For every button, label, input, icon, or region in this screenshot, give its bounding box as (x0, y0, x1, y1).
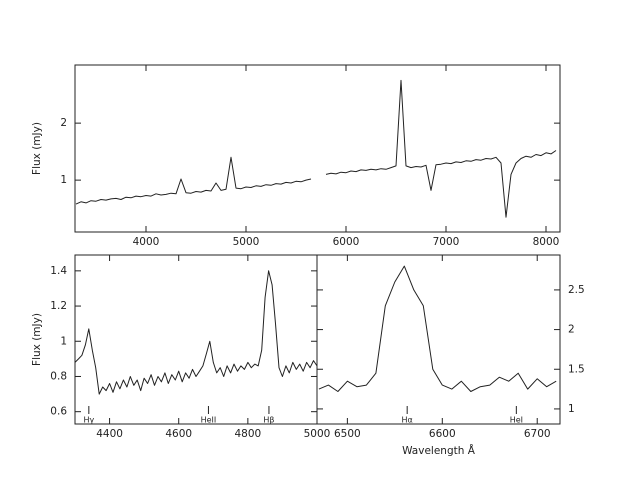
line-label: HeI (510, 416, 523, 425)
x-tick-label: 8000 (533, 236, 560, 248)
y-tick-label: 2 (568, 324, 575, 336)
spectrum-line (74, 270, 318, 395)
y-tick-label: 1.2 (50, 300, 67, 312)
line-label: Hα (402, 416, 413, 425)
y-tick-label: 2.5 (568, 284, 585, 296)
y-tick-label: 0.8 (50, 370, 67, 382)
x-tick-label: 7000 (433, 236, 460, 248)
y-axis-label: Flux (mJy) (31, 122, 43, 175)
plot-frame (74, 64, 561, 233)
x-tick-label: 6700 (524, 428, 551, 440)
line-label: Hγ (83, 416, 94, 425)
x-axis-label: Wavelength Å (402, 444, 476, 457)
x-tick-label: 6600 (429, 428, 456, 440)
x-tick-label: 6000 (333, 236, 360, 248)
y-tick-label: 1 (60, 174, 67, 186)
spectrum-line (318, 265, 557, 392)
y-tick-label: 1 (60, 335, 67, 347)
x-tick-label: 5000 (233, 236, 260, 248)
plot-frame (74, 254, 318, 425)
y-tick-label: 1.4 (50, 265, 67, 277)
line-label: Hβ (263, 416, 274, 425)
y-axis-label: Flux (mJy) (31, 313, 43, 366)
y-tick-label: 0.6 (50, 406, 67, 418)
spectrum-line (75, 79, 557, 218)
x-tick-label: 4800 (234, 428, 261, 440)
y-tick-label: 1.5 (568, 363, 585, 375)
x-tick-label: 4000 (133, 236, 160, 248)
x-tick-label: 5000 (304, 428, 331, 440)
plot-frame (316, 254, 561, 425)
y-tick-label: 1 (568, 403, 575, 415)
y-tick-label: 2 (60, 117, 67, 129)
line-label: HeII (201, 416, 217, 425)
x-tick-label: 4400 (96, 428, 123, 440)
x-tick-label: 4600 (165, 428, 192, 440)
x-tick-label: 6500 (334, 428, 361, 440)
